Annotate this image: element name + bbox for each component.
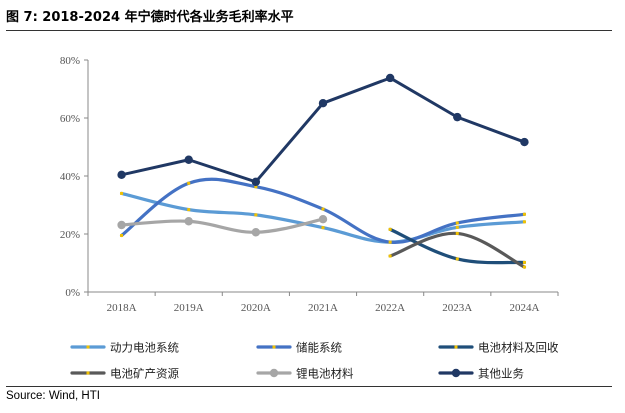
series-1-point	[455, 221, 459, 225]
series-1-point	[120, 233, 124, 237]
series-0-point	[321, 226, 325, 230]
x-tick-label: 2023A	[442, 302, 472, 314]
series-5-point	[453, 112, 462, 122]
series-0-point	[120, 191, 124, 195]
legend-label: 其他业务	[478, 367, 524, 381]
series-2-point	[522, 260, 526, 264]
series-5-point	[385, 73, 395, 83]
y-tick-label: 40%	[60, 171, 80, 183]
y-tick-label: 80%	[60, 55, 80, 67]
x-tick-label: 2022A	[375, 302, 405, 314]
legend-marker	[451, 368, 461, 378]
series-2-point	[455, 257, 459, 261]
source-divider	[6, 386, 612, 387]
series-4-point	[184, 217, 193, 226]
series-4-point	[318, 215, 328, 224]
x-tick-label: 2020A	[241, 302, 271, 314]
legend-label: 锂电池材料	[296, 367, 354, 381]
series-3-point	[388, 254, 392, 258]
legend-label: 动力电池系统	[110, 341, 179, 355]
series-4-point	[117, 220, 126, 230]
series-0-point	[187, 208, 191, 212]
legend-label: 电池材料及回收	[478, 341, 559, 355]
x-tick-label: 2024A	[509, 302, 539, 314]
series-3-point	[455, 231, 459, 235]
series-3-point	[522, 265, 526, 269]
y-tick-label: 0%	[65, 287, 80, 299]
series-1-point	[522, 212, 526, 216]
series-1-point	[388, 240, 392, 244]
series-1-point	[321, 207, 325, 211]
legend-marker	[272, 345, 276, 349]
x-tick-label: 2021A	[308, 302, 338, 314]
source-note: Source: Wind, HTI	[6, 390, 100, 402]
chart: 0% 20% 40% 60% 80% 2018A 2019A 2020A 2021A 2022A 2…	[60, 55, 559, 381]
series-2-point	[388, 227, 392, 231]
series-1-point	[254, 185, 258, 189]
y-tick-label: 60%	[60, 113, 80, 125]
series-5-point	[251, 177, 261, 186]
legend-marker	[86, 345, 90, 349]
legend-label: 储能系统	[296, 341, 342, 355]
y-tick-label: 20%	[60, 229, 80, 241]
title-divider	[6, 30, 612, 31]
series-4-point	[251, 228, 261, 237]
series-5-point	[520, 137, 529, 147]
legend-label: 电池矿产资源	[110, 367, 179, 381]
series-0-point	[254, 213, 258, 217]
series-5-point	[184, 155, 193, 164]
series-1-point	[187, 181, 191, 185]
legend-marker	[269, 368, 279, 378]
legend-marker	[454, 345, 458, 349]
series-4-line	[119, 217, 325, 234]
series-0-point	[522, 220, 526, 224]
figure-title: 图 7: 2018-2024 年宁德时代各业务毛利率水平	[6, 10, 294, 25]
series-5-line	[120, 76, 526, 184]
series-5-point	[117, 170, 126, 180]
x-tick-label: 2018A	[107, 302, 137, 314]
x-tick-label: 2019A	[174, 302, 204, 314]
series-0-point	[455, 225, 459, 229]
series-5-point	[318, 99, 328, 108]
legend-marker	[86, 371, 90, 375]
